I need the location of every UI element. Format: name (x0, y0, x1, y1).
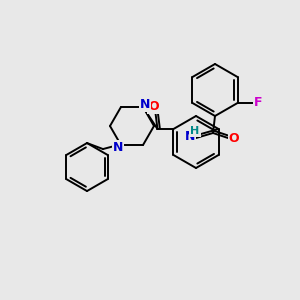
Text: H: H (190, 126, 200, 136)
Text: N: N (185, 130, 195, 143)
Text: O: O (148, 100, 159, 112)
Text: O: O (229, 131, 239, 145)
Text: F: F (254, 97, 263, 110)
Text: N: N (113, 141, 123, 154)
Text: N: N (140, 98, 150, 111)
